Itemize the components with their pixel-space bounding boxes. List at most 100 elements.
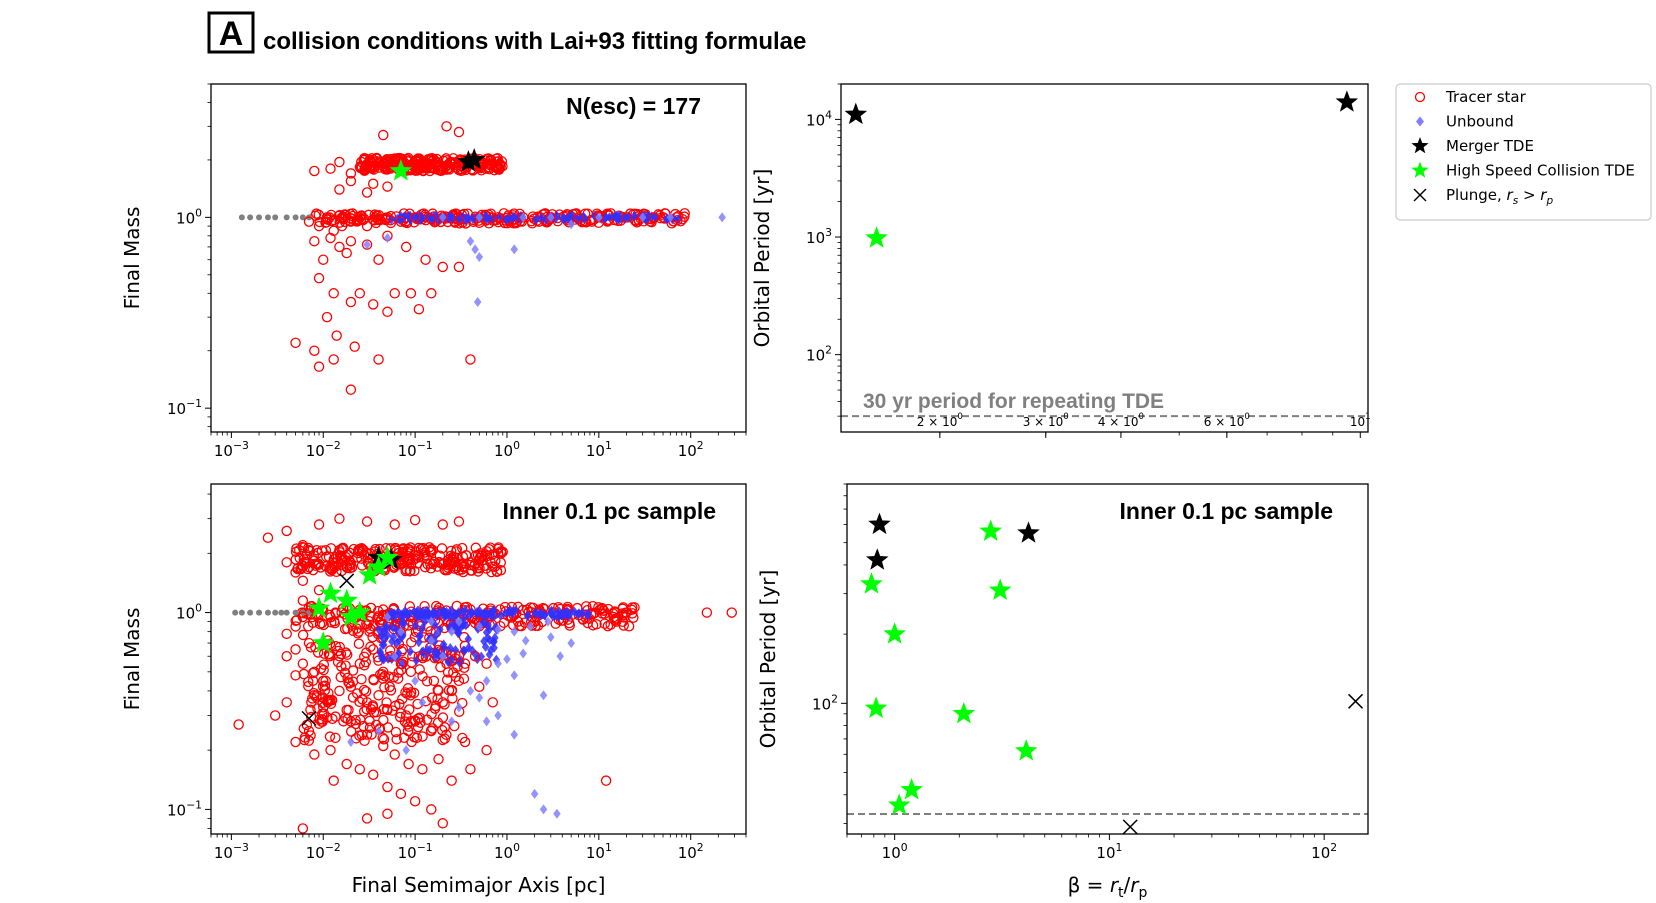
band-point [560, 214, 568, 225]
band-point [414, 551, 425, 563]
x-tick-label-exp: 0 [513, 439, 520, 452]
data-point [290, 337, 301, 349]
band-point [380, 623, 389, 634]
y-tick-label-base: 10 [806, 347, 825, 365]
data-point [345, 716, 357, 727]
plot-area [847, 484, 1368, 834]
plot-marks [238, 121, 726, 395]
data-point [411, 675, 419, 686]
band-point [336, 559, 347, 570]
y-tick-label: 103 [806, 226, 832, 247]
x-tick-label-base: 6 × 10 [1204, 415, 1245, 429]
data-point [462, 148, 486, 170]
data-point [427, 616, 436, 627]
series-unbound-grey [238, 214, 313, 221]
chart-annotation: Inner 0.1 pc sample [1120, 498, 1333, 524]
band-point [378, 714, 389, 726]
y-tick-label-exp: 2 [831, 692, 838, 705]
band-point [332, 645, 344, 657]
plot-marks [232, 513, 738, 834]
data-point [439, 651, 447, 662]
band-point [611, 613, 623, 624]
band-point [320, 545, 332, 556]
data-point [519, 648, 527, 659]
y-tick-label-base: 10 [167, 801, 186, 819]
y-axis-label: Final Mass [120, 207, 144, 310]
band-point [345, 726, 357, 737]
plot-frame [840, 83, 1369, 433]
x-tick-label: 10−2 [306, 439, 341, 460]
data-point [459, 736, 471, 748]
band-point [313, 559, 325, 570]
data-point [233, 719, 244, 730]
data-point [313, 272, 325, 284]
band-point [458, 606, 467, 617]
band-point [512, 616, 524, 627]
band-point [432, 561, 443, 572]
band-point [350, 714, 361, 726]
data-point [264, 214, 271, 221]
band-point [330, 711, 341, 722]
x-tick-label-base: 10 [586, 844, 605, 862]
band-point [394, 711, 406, 723]
data-point [405, 288, 417, 299]
data-point [328, 225, 339, 237]
data-point [382, 306, 393, 318]
data-point [278, 609, 285, 616]
data-point [313, 361, 325, 372]
band-point [302, 563, 313, 575]
band-point [347, 665, 359, 676]
data-point [481, 545, 492, 557]
band-point [367, 631, 378, 643]
data-point [868, 512, 891, 535]
band-point [306, 697, 317, 708]
band-point [322, 712, 333, 723]
data-point [303, 637, 315, 649]
band-point [375, 624, 383, 635]
band-point [406, 736, 417, 748]
data-point [382, 808, 393, 820]
data-point [475, 251, 484, 262]
data-point [297, 823, 309, 834]
data-point [865, 226, 888, 248]
data-point [403, 758, 414, 770]
data-point [400, 710, 412, 721]
data-point [530, 788, 539, 799]
data-point [475, 212, 484, 223]
band-point [328, 553, 340, 565]
data-point [718, 212, 726, 223]
band-point [340, 647, 352, 658]
data-point [1335, 90, 1359, 112]
band-point [297, 629, 309, 641]
data-point [297, 595, 309, 606]
series-merger-tde [865, 512, 1040, 570]
band-point [417, 670, 428, 682]
data-point [726, 607, 738, 618]
data-point [600, 775, 612, 786]
data-point [979, 519, 1002, 541]
data-point [354, 212, 366, 223]
data-point [887, 793, 911, 815]
band-point [344, 215, 356, 226]
data-point [519, 212, 527, 223]
x-tick-label-exp: −1 [417, 841, 433, 854]
data-point [367, 555, 390, 577]
band-point [361, 703, 372, 715]
x-axis-label-rp: r [1130, 873, 1140, 897]
x-tick-label-base: 2 × 10 [917, 415, 958, 429]
plot-marks [841, 90, 1368, 418]
legend-label: High Speed Collision TDE [1446, 162, 1635, 180]
x-tick-label-base: 10 [398, 844, 417, 862]
band-point [431, 210, 440, 221]
data-point [373, 354, 384, 365]
band-point [344, 555, 355, 566]
plot-frame [210, 83, 747, 433]
data-point [469, 650, 481, 662]
band-point [336, 661, 347, 672]
x-tick-label-base: 10 [1350, 415, 1365, 429]
band-point [506, 605, 515, 616]
data-point [373, 690, 384, 701]
data-point [262, 532, 274, 543]
